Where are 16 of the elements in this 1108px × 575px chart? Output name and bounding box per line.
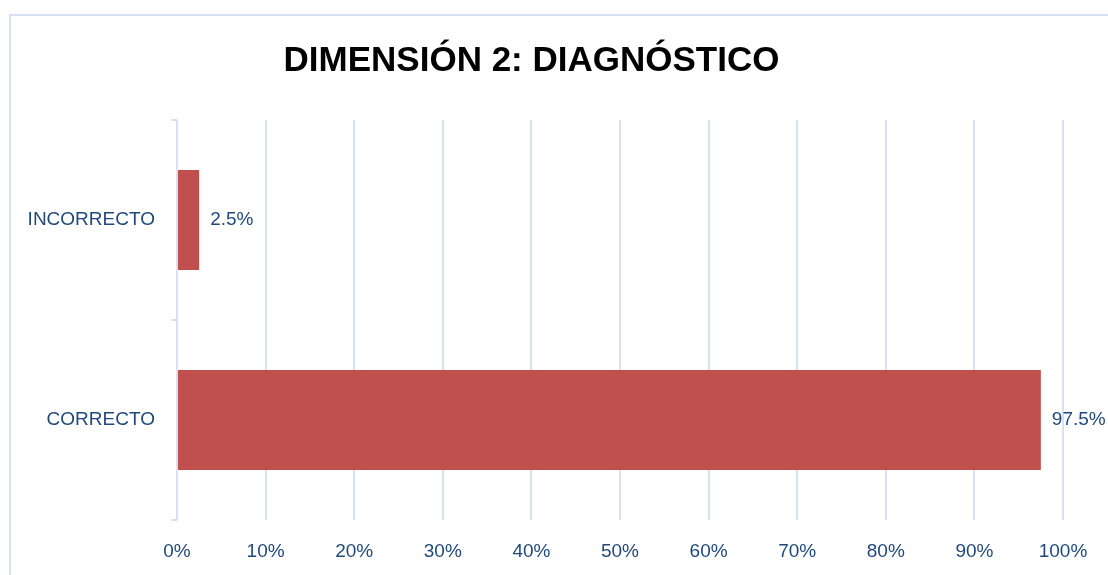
x-tick-label: 60% (689, 539, 728, 561)
data-label: 97.5% (1051, 408, 1106, 430)
x-tick-label: 0% (163, 539, 191, 561)
y-tick-label: INCORRECTO (27, 208, 155, 230)
x-tick-label: 70% (778, 539, 817, 561)
x-tick-label: 40% (512, 539, 551, 561)
x-tick-label: 10% (246, 539, 285, 561)
x-tick-label: 80% (866, 539, 905, 561)
x-tick-label: 100% (1038, 539, 1088, 561)
y-tick-label: CORRECTO (46, 408, 155, 430)
x-tick-label: 50% (600, 539, 640, 561)
x-tick-label: 90% (955, 539, 994, 561)
x-tick-label: 20% (335, 539, 374, 561)
x-tick-label: 30% (423, 539, 462, 561)
chart-title: DIMENSIÓN 2: DIAGNÓSTICO (283, 38, 780, 78)
data-label: 2.5% (210, 208, 254, 230)
